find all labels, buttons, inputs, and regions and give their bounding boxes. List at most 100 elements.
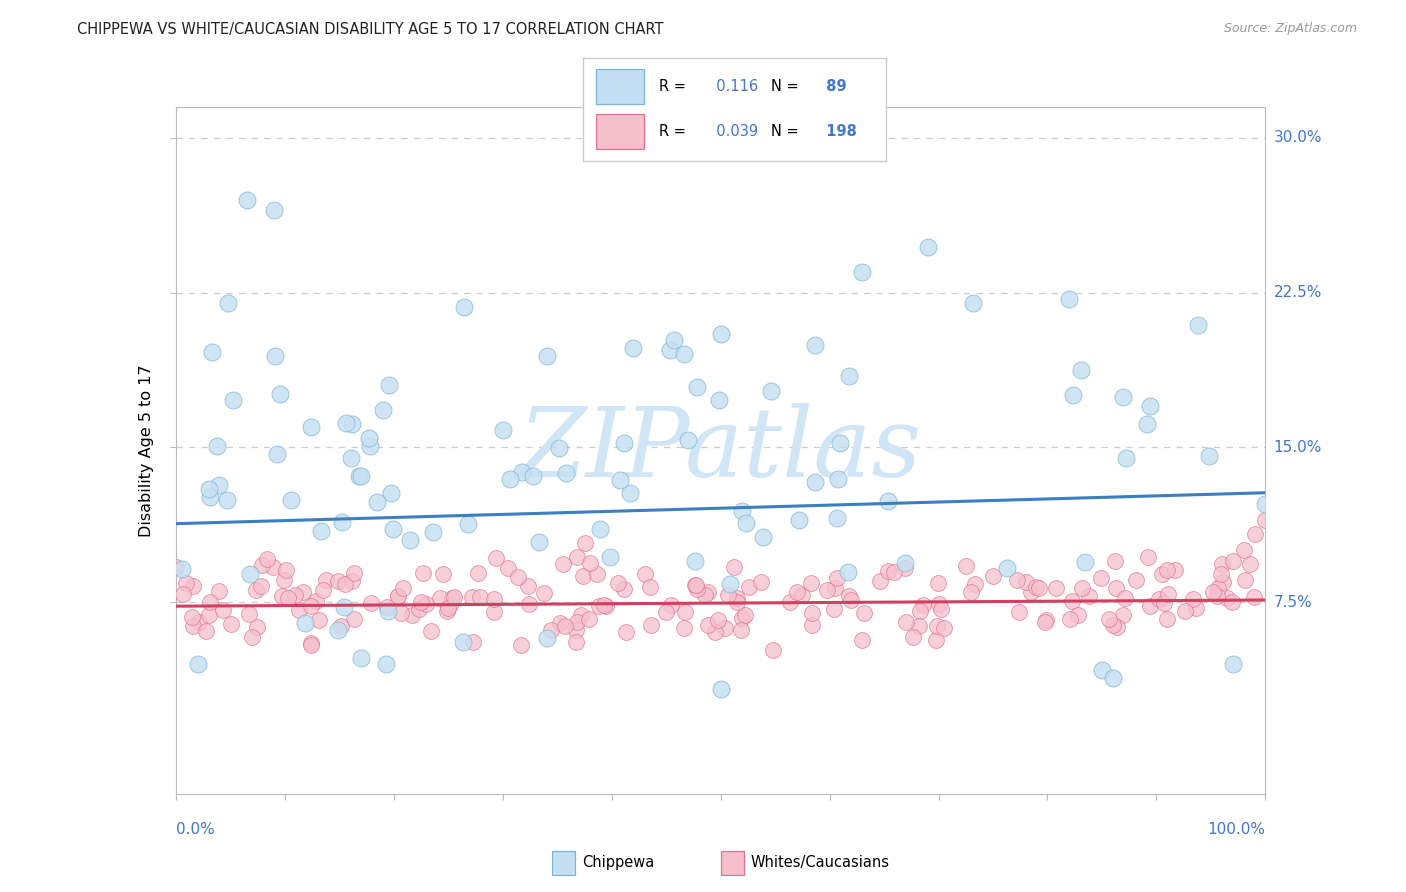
Point: [522, 469, 544, 483]
Point: [328, 574, 350, 588]
Point: [555, 466, 578, 480]
Text: 30.0%: 30.0%: [1274, 130, 1322, 145]
Point: [659, 598, 682, 612]
Point: [201, 344, 224, 359]
Point: [208, 583, 231, 598]
Point: [614, 625, 637, 640]
Point: [815, 582, 838, 597]
Point: [1015, 574, 1038, 589]
Point: [266, 447, 288, 461]
Point: [288, 603, 311, 617]
Point: [197, 608, 219, 623]
Point: [569, 607, 592, 622]
Point: [893, 561, 915, 575]
Point: [1149, 591, 1171, 606]
Text: Source: ZipAtlas.com: Source: ZipAtlas.com: [1223, 22, 1357, 36]
Point: [436, 604, 458, 618]
Point: [342, 417, 364, 431]
Point: [1101, 618, 1123, 632]
Point: [731, 611, 754, 625]
Point: [419, 624, 441, 639]
Point: [1216, 591, 1239, 606]
Point: [269, 387, 291, 401]
Point: [205, 439, 228, 453]
Point: [1137, 550, 1160, 565]
Point: [779, 594, 801, 608]
Point: [374, 657, 396, 671]
Point: [1019, 585, 1042, 599]
Point: [235, 193, 257, 207]
Point: [676, 434, 699, 448]
Point: [219, 616, 242, 631]
Point: [838, 589, 860, 603]
Text: CHIPPEWA VS WHITE/CAUCASIAN DISABILITY AGE 5 TO 17 CORRELATION CHART: CHIPPEWA VS WHITE/CAUCASIAN DISABILITY A…: [77, 22, 664, 37]
Point: [439, 599, 461, 613]
Point: [638, 580, 661, 594]
Point: [1074, 555, 1097, 569]
Point: [1232, 543, 1256, 558]
Point: [786, 585, 808, 599]
Point: [305, 594, 328, 608]
Point: [592, 598, 614, 612]
Point: [1125, 573, 1147, 587]
Point: [172, 586, 194, 600]
Point: [1239, 557, 1261, 571]
Point: [308, 613, 330, 627]
Point: [924, 632, 946, 647]
Point: [804, 338, 827, 352]
Point: [467, 566, 489, 580]
Point: [1102, 672, 1125, 686]
Point: [208, 478, 231, 492]
Point: [621, 342, 644, 356]
Point: [1059, 612, 1081, 626]
Point: [686, 582, 709, 596]
Point: [955, 558, 977, 573]
Point: [801, 606, 824, 620]
Point: [350, 468, 373, 483]
Point: [315, 573, 337, 587]
Point: [704, 624, 727, 639]
Point: [187, 657, 209, 671]
Point: [800, 576, 823, 591]
Point: [662, 334, 685, 348]
Point: [717, 588, 740, 602]
Point: [1198, 449, 1220, 463]
Y-axis label: Disability Age 5 to 17: Disability Age 5 to 17: [139, 364, 155, 537]
Point: [762, 642, 785, 657]
Text: N =: N =: [770, 124, 803, 139]
Point: [181, 579, 204, 593]
Point: [238, 607, 260, 621]
Point: [738, 581, 761, 595]
Point: [485, 550, 508, 565]
Point: [578, 556, 600, 570]
Point: [240, 630, 263, 644]
Text: 15.0%: 15.0%: [1274, 440, 1322, 455]
Point: [1071, 582, 1094, 596]
Point: [827, 472, 849, 486]
Point: [350, 651, 373, 665]
Point: [198, 491, 221, 505]
Point: [838, 369, 860, 384]
Point: [333, 577, 356, 591]
Point: [1253, 498, 1275, 512]
Point: [962, 296, 984, 310]
Point: [1077, 589, 1099, 603]
Point: [180, 610, 202, 624]
Point: [408, 602, 430, 616]
Point: [714, 621, 737, 635]
Point: [894, 556, 917, 570]
Point: [1105, 582, 1128, 596]
Point: [188, 615, 211, 629]
Point: [294, 615, 316, 630]
Point: [1139, 399, 1161, 413]
Point: [655, 606, 678, 620]
Point: [696, 585, 718, 599]
Point: [1025, 580, 1047, 594]
Point: [1157, 587, 1180, 601]
Point: [725, 595, 748, 609]
Text: 0.116: 0.116: [707, 79, 759, 95]
Point: [330, 515, 353, 529]
Point: [387, 589, 409, 603]
Point: [387, 589, 409, 603]
Text: 0.0%: 0.0%: [176, 822, 215, 837]
